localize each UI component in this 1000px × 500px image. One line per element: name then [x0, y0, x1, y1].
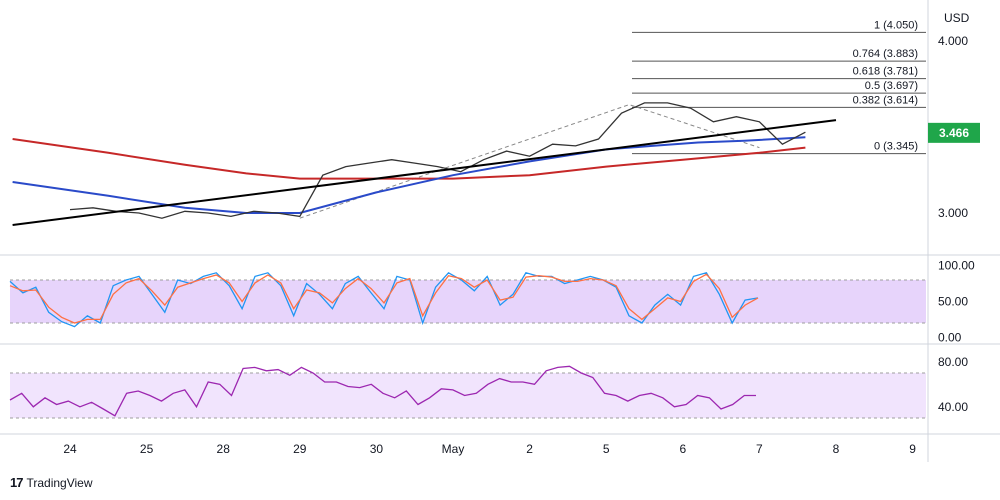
rsi-axis-tick-label: 40.00 — [938, 400, 968, 414]
fibonacci-retracement: 1 (4.050) 0.764 (3.883) 0.618 (3.781) 0.5 (… — [632, 19, 926, 155]
time-axis-tick-label: 30 — [370, 442, 384, 456]
fib-level-label: 0.382 (3.614) — [853, 94, 918, 106]
support-trendline — [12, 119, 837, 226]
fib-level-label: 0.5 (3.697) — [865, 80, 918, 92]
moving-average-slow — [12, 138, 806, 180]
last-price-badge — [928, 122, 980, 143]
time-axis-tick-label: 7 — [756, 442, 763, 456]
tradingview-logo[interactable]: 17 TradingView — [10, 475, 93, 490]
time-axis-tick-label: 28 — [217, 442, 231, 456]
stochastic-k-line — [9, 271, 759, 328]
time-axis-tick-label: 9 — [909, 442, 916, 456]
tradingview-logo-icon: 17 — [10, 475, 24, 490]
fib-level-label: 0.764 (3.883) — [853, 48, 918, 60]
time-axis-tick-label: 8 — [833, 442, 840, 456]
currency-label: USD — [944, 11, 970, 25]
fib-level-label: 0.618 (3.781) — [853, 66, 918, 78]
price-series — [69, 102, 806, 219]
stochastic-axis-tick-label: 0.00 — [938, 330, 962, 344]
time-axis-tick-label: 2 — [526, 442, 533, 456]
last-price-label: 3.466 — [939, 126, 969, 140]
fib-level-label: 1 (4.050) — [874, 19, 918, 31]
time-axis-tick-label: 29 — [293, 442, 307, 456]
price-axis-tick-label: 4.000 — [938, 34, 968, 48]
rsi-axis-tick-label: 80.00 — [938, 355, 968, 369]
time-axis-tick-label: 24 — [63, 442, 77, 456]
stochastic-axis-tick-label: 100.00 — [938, 259, 975, 273]
time-axis-tick-label: 25 — [140, 442, 154, 456]
moving-average-fast — [12, 136, 806, 214]
stochastic-d-line — [9, 273, 759, 324]
rsi-line — [9, 365, 756, 417]
time-axis-tick-label: May — [442, 442, 465, 456]
stochastic-band — [10, 280, 926, 323]
time-axis-tick-label: 6 — [679, 442, 686, 456]
price-axis-tick-label: 3.000 — [938, 206, 968, 220]
stochastic-axis-tick-label: 50.00 — [938, 295, 968, 309]
time-axis-tick-label: 5 — [603, 442, 610, 456]
brand-label: TradingView — [26, 475, 93, 490]
fib-level-label: 0 (3.345) — [874, 141, 918, 153]
